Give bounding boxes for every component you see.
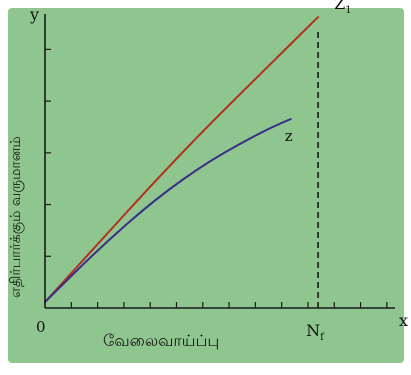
nf-label-sub: f (320, 332, 325, 343)
x-axis-letter: x (399, 311, 408, 330)
series-label-upper: Z1 (334, 0, 352, 16)
x-axis-label: வேலைவாய்ப்பு (103, 331, 219, 350)
series-line-lower (44, 118, 292, 303)
tick-group (45, 48, 388, 308)
series-label-lower: z (285, 127, 293, 145)
chart-panel (8, 8, 404, 363)
nf-label-main: N (306, 321, 320, 340)
series-layer (44, 16, 320, 303)
series-label-upper-sub: 1 (345, 5, 351, 16)
y-axis-letter: y (29, 5, 39, 24)
nf-label: Nf (306, 321, 325, 343)
series-line-upper (44, 16, 320, 303)
y-axis-label: எதிர்பார்க்கும் வருமானம் (8, 136, 25, 298)
origin-label: 0 (36, 318, 46, 336)
series-label-upper-main: Z (334, 0, 345, 13)
